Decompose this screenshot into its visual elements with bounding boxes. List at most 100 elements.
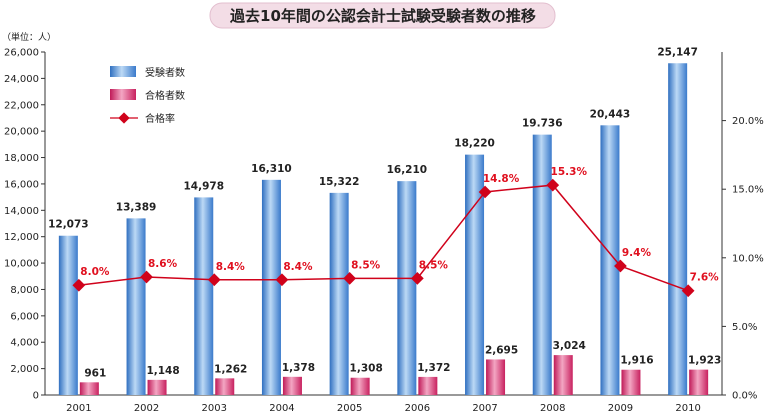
title-banner (209, 2, 556, 29)
pass-rate-marker (275, 273, 289, 287)
applicants-bar (329, 192, 349, 395)
pass-rate-value-label: 8.5% (351, 259, 381, 271)
left-tick-label: 22,000 (4, 100, 39, 111)
x-tick-label: 2004 (269, 403, 294, 414)
value-labels: 12,073 961 13,389 1,148 14,978 1,262 16,310 1,3… (48, 46, 721, 379)
pass-rate-marker (410, 272, 424, 285)
passers-bar (350, 377, 370, 395)
pass-rate-value-label: 8.4% (283, 261, 313, 273)
legend-label-applicants: 受験者数 (145, 66, 185, 79)
passers-bar (621, 369, 641, 395)
applicants-value-label: 14,978 (183, 180, 224, 192)
left-tick-label: 20,000 (4, 127, 39, 138)
passers-value-label: 1,148 (146, 365, 179, 377)
applicants-bar (126, 218, 146, 395)
applicants-bar (397, 181, 417, 395)
left-tick-label: 8,000 (10, 285, 39, 296)
left-tick-label: 2,000 (10, 364, 39, 375)
left-tick-label: 26,000 (4, 48, 39, 59)
passers-bar (79, 382, 99, 395)
passers-value-label: 1,923 (688, 355, 721, 367)
pass-rate-marker (207, 273, 221, 287)
pass-rate-value-label: 8.0% (80, 266, 110, 278)
x-axis-labels: 2001 2002 2003 2004 2005 2006 2007 2008 2009 2010 (66, 403, 701, 414)
passers-value-label: 3,024 (553, 340, 586, 352)
x-tick-label: 2009 (608, 403, 633, 414)
passers-bar (486, 359, 506, 395)
pass-rate-value-label: 8.4% (216, 261, 246, 273)
pass-rate-polyline (78, 184, 689, 292)
applicants-value-label: 20,443 (590, 108, 631, 120)
applicants-value-label: 16,310 (251, 163, 292, 175)
passers-bar (418, 376, 438, 395)
applicants-value-label: 12,073 (48, 219, 89, 231)
right-tick-label: 20.0% (732, 116, 764, 127)
legend-swatch-applicants (110, 66, 136, 77)
applicants-value-label: 19.736 (522, 118, 563, 130)
left-tick-label: 16,000 (4, 179, 39, 190)
applicants-bar (532, 134, 552, 396)
pass-rate-marker (72, 278, 86, 292)
pass-rate-value-label: 14.8% (483, 173, 520, 185)
right-tick-label: 15.0% (732, 185, 764, 196)
pass-rate-value-label: 8.6% (148, 258, 178, 270)
passers-value-label: 1,262 (214, 363, 247, 375)
left-tick-label: 6,000 (10, 311, 39, 322)
pass-rate-marker (343, 272, 357, 285)
chart-title: 過去10年間の公認会計士試験受験者数の推移 (229, 7, 536, 25)
passers-bar (147, 379, 167, 395)
right-tick-label: 0.0% (732, 391, 757, 402)
passers-value-label: 961 (84, 367, 106, 379)
passers-value-label: 1,916 (620, 355, 653, 367)
applicants-value-label: 16,210 (387, 164, 428, 176)
passers-bar (282, 376, 302, 395)
right-tick-label: 5.0% (732, 322, 757, 333)
pass-rate-value-label: 8.5% (419, 259, 449, 271)
pass-rate-value-label: 15.3% (551, 166, 588, 178)
x-tick-label: 2003 (202, 403, 227, 414)
passers-value-label: 1,378 (282, 362, 315, 374)
passers-bars (79, 355, 709, 395)
x-tick-label: 2006 (405, 403, 430, 414)
legend: 受験者数 合格者数 合格率 (110, 66, 185, 125)
left-tick-label: 4,000 (10, 338, 39, 349)
legend-label-passers: 合格者数 (145, 89, 185, 102)
legend-label-rate: 合格率 (145, 112, 175, 125)
applicants-value-label: 13,389 (116, 201, 157, 213)
applicants-value-label: 18,220 (454, 138, 495, 150)
left-tick-label: 10,000 (4, 259, 39, 270)
pass-rate-marker (478, 185, 492, 199)
pass-rate-line (72, 178, 695, 298)
applicants-value-label: 25,147 (657, 46, 698, 58)
pass-rate-value-label: 9.4% (622, 247, 652, 259)
legend-swatch-passers (110, 89, 136, 100)
left-tick-label: 24,000 (4, 74, 39, 85)
applicants-bar (668, 63, 688, 395)
passers-value-label: 1,308 (350, 363, 383, 375)
left-tick-label: 12,000 (4, 232, 39, 243)
left-axis-ticks: 0 2,000 4,000 6,000 8,000 10,000 12,000 14,000 1… (4, 48, 45, 402)
legend-swatch-rate-marker (118, 112, 130, 124)
x-tick-label: 2008 (540, 403, 565, 414)
pass-rate-value-label: 7.6% (690, 272, 720, 284)
applicants-bar (465, 154, 485, 395)
x-tick-label: 2002 (134, 403, 159, 414)
left-tick-label: 0 (33, 391, 39, 402)
pass-rate-marker (140, 270, 153, 284)
applicants-bars (58, 63, 688, 396)
applicants-bar (600, 125, 620, 395)
x-tick-label: 2010 (675, 403, 700, 414)
x-tick-label: 2007 (472, 403, 497, 414)
applicants-value-label: 15,322 (319, 176, 360, 188)
passers-bar (689, 369, 709, 395)
x-tick-label: 2001 (66, 403, 91, 414)
left-tick-label: 18,000 (4, 153, 39, 164)
passers-value-label: 2,695 (485, 344, 518, 356)
right-tick-label: 10.0% (732, 253, 764, 264)
passers-value-label: 1,372 (417, 362, 450, 374)
applicants-bar (58, 235, 78, 395)
passers-bar (215, 378, 235, 395)
unit-label: （単位：人） (2, 31, 56, 43)
applicants-bar (194, 197, 214, 395)
